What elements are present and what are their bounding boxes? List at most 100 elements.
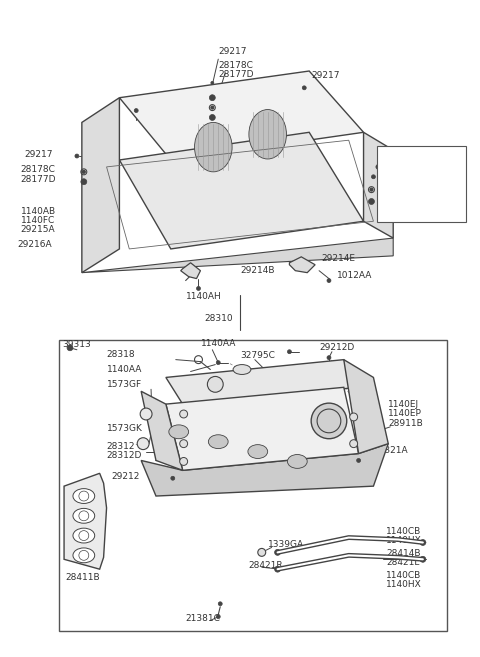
Polygon shape bbox=[363, 132, 393, 238]
FancyBboxPatch shape bbox=[377, 146, 467, 222]
Ellipse shape bbox=[73, 528, 95, 543]
Circle shape bbox=[350, 440, 358, 447]
Circle shape bbox=[75, 154, 79, 158]
Ellipse shape bbox=[249, 110, 287, 159]
Polygon shape bbox=[120, 71, 363, 160]
Polygon shape bbox=[82, 238, 393, 273]
Circle shape bbox=[376, 164, 381, 170]
Circle shape bbox=[216, 615, 220, 619]
Text: 28310: 28310 bbox=[204, 313, 233, 323]
Text: 28321A: 28321A bbox=[373, 446, 408, 455]
Text: 21381C: 21381C bbox=[186, 614, 220, 623]
Circle shape bbox=[67, 345, 73, 351]
Text: 1140EJ: 1140EJ bbox=[388, 399, 420, 409]
Ellipse shape bbox=[169, 425, 189, 439]
Text: 29217: 29217 bbox=[24, 150, 53, 158]
Circle shape bbox=[372, 175, 375, 179]
Circle shape bbox=[180, 457, 188, 465]
Text: 1140CB: 1140CB bbox=[386, 527, 421, 536]
Text: 28178C: 28178C bbox=[384, 185, 418, 194]
Polygon shape bbox=[344, 359, 388, 453]
Circle shape bbox=[209, 114, 216, 120]
Circle shape bbox=[350, 413, 358, 421]
Text: 1140HX: 1140HX bbox=[386, 579, 422, 589]
Polygon shape bbox=[180, 263, 201, 279]
Circle shape bbox=[207, 376, 223, 392]
Circle shape bbox=[81, 179, 87, 185]
Text: 1140EP: 1140EP bbox=[388, 409, 422, 419]
Text: 28911B: 28911B bbox=[388, 419, 423, 428]
Text: 28411B: 28411B bbox=[65, 573, 100, 581]
Circle shape bbox=[370, 188, 373, 191]
Ellipse shape bbox=[233, 365, 251, 374]
Circle shape bbox=[171, 476, 175, 480]
Circle shape bbox=[196, 286, 201, 290]
Circle shape bbox=[211, 106, 214, 109]
Text: 1573GF: 1573GF bbox=[107, 380, 142, 389]
Text: 1433CA: 1433CA bbox=[255, 482, 290, 491]
Text: 1140FC: 1140FC bbox=[21, 215, 55, 225]
Circle shape bbox=[258, 549, 266, 556]
Text: 29212D: 29212D bbox=[319, 343, 354, 352]
Circle shape bbox=[137, 438, 149, 449]
Circle shape bbox=[369, 198, 374, 204]
Circle shape bbox=[209, 95, 216, 101]
Text: 28318: 28318 bbox=[107, 350, 135, 359]
Text: 28312: 28312 bbox=[107, 442, 135, 451]
Text: 28414B: 28414B bbox=[386, 549, 421, 558]
Circle shape bbox=[180, 440, 188, 447]
Text: 1140AA: 1140AA bbox=[107, 365, 142, 374]
Ellipse shape bbox=[194, 122, 232, 172]
Circle shape bbox=[134, 108, 138, 112]
Circle shape bbox=[83, 170, 85, 173]
Text: 1151CC: 1151CC bbox=[324, 377, 360, 386]
Circle shape bbox=[275, 566, 280, 572]
Circle shape bbox=[374, 428, 379, 433]
Circle shape bbox=[302, 86, 306, 90]
Circle shape bbox=[380, 178, 383, 181]
Text: 1140HX: 1140HX bbox=[386, 536, 422, 545]
Text: 28421L: 28421L bbox=[386, 558, 420, 567]
Polygon shape bbox=[289, 257, 315, 273]
Circle shape bbox=[140, 408, 152, 420]
Circle shape bbox=[420, 539, 426, 545]
Text: 39313: 39313 bbox=[62, 340, 91, 350]
Text: 29240: 29240 bbox=[430, 158, 458, 166]
Text: 28177D: 28177D bbox=[218, 70, 254, 79]
Polygon shape bbox=[141, 392, 183, 470]
Text: 28178C: 28178C bbox=[21, 166, 56, 174]
Text: 29217: 29217 bbox=[218, 47, 247, 56]
Text: 29217: 29217 bbox=[311, 72, 340, 80]
Ellipse shape bbox=[208, 435, 228, 449]
Polygon shape bbox=[82, 98, 120, 273]
Text: 29216A: 29216A bbox=[18, 240, 52, 250]
Text: 1140AB: 1140AB bbox=[21, 207, 56, 216]
Ellipse shape bbox=[73, 548, 95, 563]
Text: 1573GK: 1573GK bbox=[107, 424, 143, 434]
Circle shape bbox=[364, 413, 369, 417]
Circle shape bbox=[211, 81, 214, 84]
Text: 1140AA: 1140AA bbox=[201, 339, 236, 348]
Text: 29217: 29217 bbox=[384, 172, 412, 181]
FancyBboxPatch shape bbox=[59, 340, 446, 631]
Text: 28177D: 28177D bbox=[21, 175, 56, 184]
Text: 1140AH: 1140AH bbox=[186, 292, 221, 301]
Polygon shape bbox=[120, 132, 363, 249]
Text: 1140CB: 1140CB bbox=[386, 571, 421, 579]
Ellipse shape bbox=[288, 455, 307, 468]
Text: 29215A: 29215A bbox=[21, 225, 55, 234]
Polygon shape bbox=[166, 359, 359, 404]
Text: 29214E: 29214E bbox=[321, 254, 355, 263]
Polygon shape bbox=[141, 443, 388, 496]
Circle shape bbox=[288, 350, 291, 353]
Circle shape bbox=[275, 549, 280, 555]
Circle shape bbox=[216, 361, 220, 365]
Text: 28421R: 28421R bbox=[248, 560, 283, 570]
Ellipse shape bbox=[248, 445, 268, 459]
Polygon shape bbox=[166, 388, 359, 470]
Circle shape bbox=[327, 279, 331, 283]
Text: 1339GA: 1339GA bbox=[268, 540, 304, 549]
Text: 32795C: 32795C bbox=[240, 351, 275, 360]
Text: 28177D: 28177D bbox=[384, 195, 419, 204]
Circle shape bbox=[327, 355, 331, 359]
